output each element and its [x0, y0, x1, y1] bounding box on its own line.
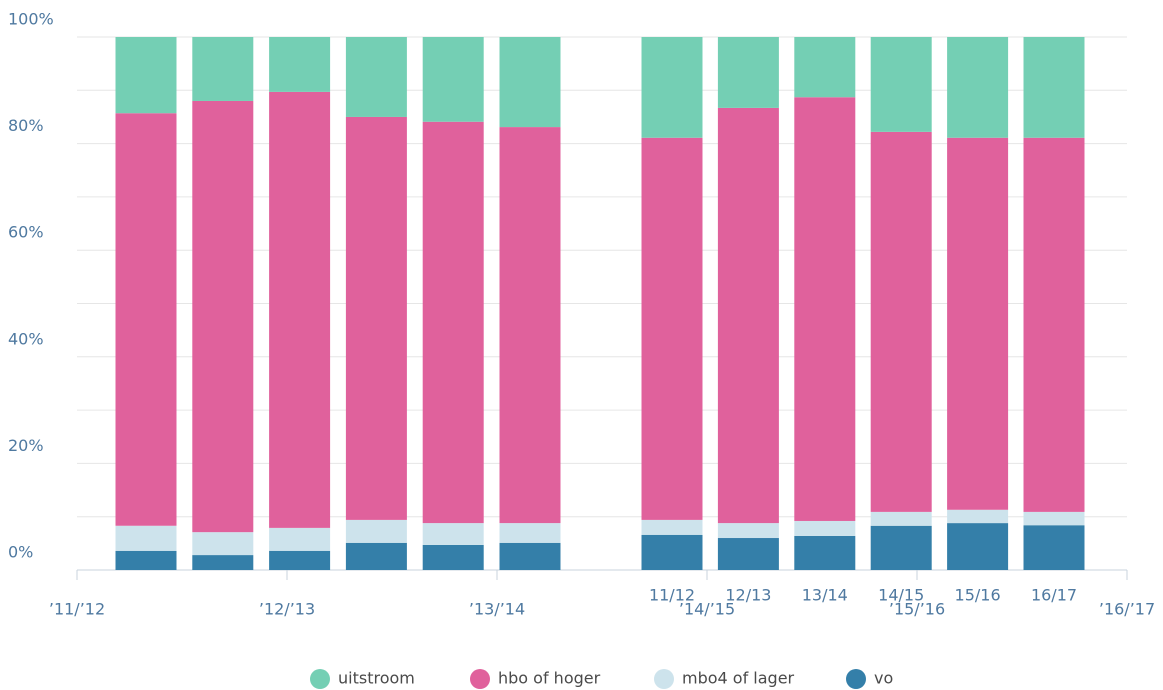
bar-segment — [641, 37, 703, 138]
bar-segment — [641, 534, 703, 570]
bar-segment — [717, 37, 779, 108]
legend-label: hbo of hoger — [498, 669, 601, 688]
bar-segment — [345, 37, 407, 117]
bar-segment — [499, 127, 561, 524]
bar-segment — [870, 525, 932, 570]
bar-segment — [115, 525, 177, 551]
bar-segment — [345, 116, 407, 520]
bar-segment — [1023, 137, 1085, 512]
bar-segment — [717, 107, 779, 524]
legend-marker — [310, 669, 330, 689]
bar-segment — [422, 121, 484, 524]
bar-segment — [1023, 37, 1085, 138]
bar-segment — [422, 544, 484, 570]
bar-segment — [641, 519, 703, 535]
x-axis-label: ’11/’12 — [49, 600, 105, 619]
bar-segment — [269, 91, 331, 528]
bar-segment — [269, 550, 331, 570]
bar-segment — [947, 37, 1009, 138]
bar-segment — [115, 37, 177, 114]
x-tick-label: 11/12 — [649, 586, 695, 605]
x-tick-label: 16/17 — [1031, 586, 1077, 605]
x-axis-label: ’13/’14 — [469, 600, 525, 619]
bar-segment — [794, 520, 856, 536]
bar-segment — [499, 37, 561, 128]
legend-label: vo — [874, 669, 893, 688]
x-tick-label: 13/14 — [802, 586, 848, 605]
bar-segment — [422, 37, 484, 122]
bar-segment — [422, 523, 484, 545]
legend-marker — [654, 669, 674, 689]
bar-segment — [794, 97, 856, 521]
y-tick-label: 100% — [8, 10, 54, 29]
bar-segment — [1023, 511, 1085, 526]
bar-segment — [345, 519, 407, 543]
x-tick-label: 12/13 — [725, 586, 771, 605]
bar-segment — [269, 37, 331, 92]
bar-segment — [192, 532, 254, 556]
bar-segment — [192, 100, 254, 533]
bar-segment — [345, 542, 407, 570]
y-tick-label: 20% — [8, 436, 44, 455]
legend-label: uitstroom — [338, 669, 415, 688]
y-tick-label: 80% — [8, 116, 44, 135]
x-tick-label: 15/16 — [955, 586, 1001, 605]
bar-segment — [499, 542, 561, 570]
bar-segment — [870, 511, 932, 526]
bar-segment — [947, 523, 1009, 570]
bar-segment — [794, 37, 856, 98]
legend-label: mbo4 of lager — [682, 669, 795, 688]
bar-segment — [717, 538, 779, 570]
x-axis-label: ’14/’15 — [679, 600, 735, 619]
x-axis-label: ’12/’13 — [259, 600, 315, 619]
bar-segment — [794, 535, 856, 570]
y-tick-label: 0% — [8, 543, 33, 562]
x-axis-label: ’16/’17 — [1099, 600, 1155, 619]
bar-segment — [641, 137, 703, 520]
bar-segment — [499, 523, 561, 543]
bar-segment — [192, 555, 254, 570]
x-tick-label: 14/15 — [878, 586, 924, 605]
legend-marker — [470, 669, 490, 689]
bar-segment — [717, 523, 779, 539]
y-tick-label: 40% — [8, 329, 44, 348]
bar-segment — [192, 37, 254, 101]
bar-segment — [115, 113, 177, 526]
bar-segment — [269, 527, 331, 551]
bar-segment — [870, 131, 932, 512]
bar-segment — [115, 550, 177, 570]
y-tick-label: 60% — [8, 223, 44, 242]
bar-segment — [1023, 525, 1085, 570]
x-axis-label: ’15/’16 — [889, 600, 945, 619]
bar-segment — [947, 509, 1009, 524]
legend-marker — [846, 669, 866, 689]
bar-segment — [870, 37, 932, 132]
bar-segment — [947, 137, 1009, 510]
